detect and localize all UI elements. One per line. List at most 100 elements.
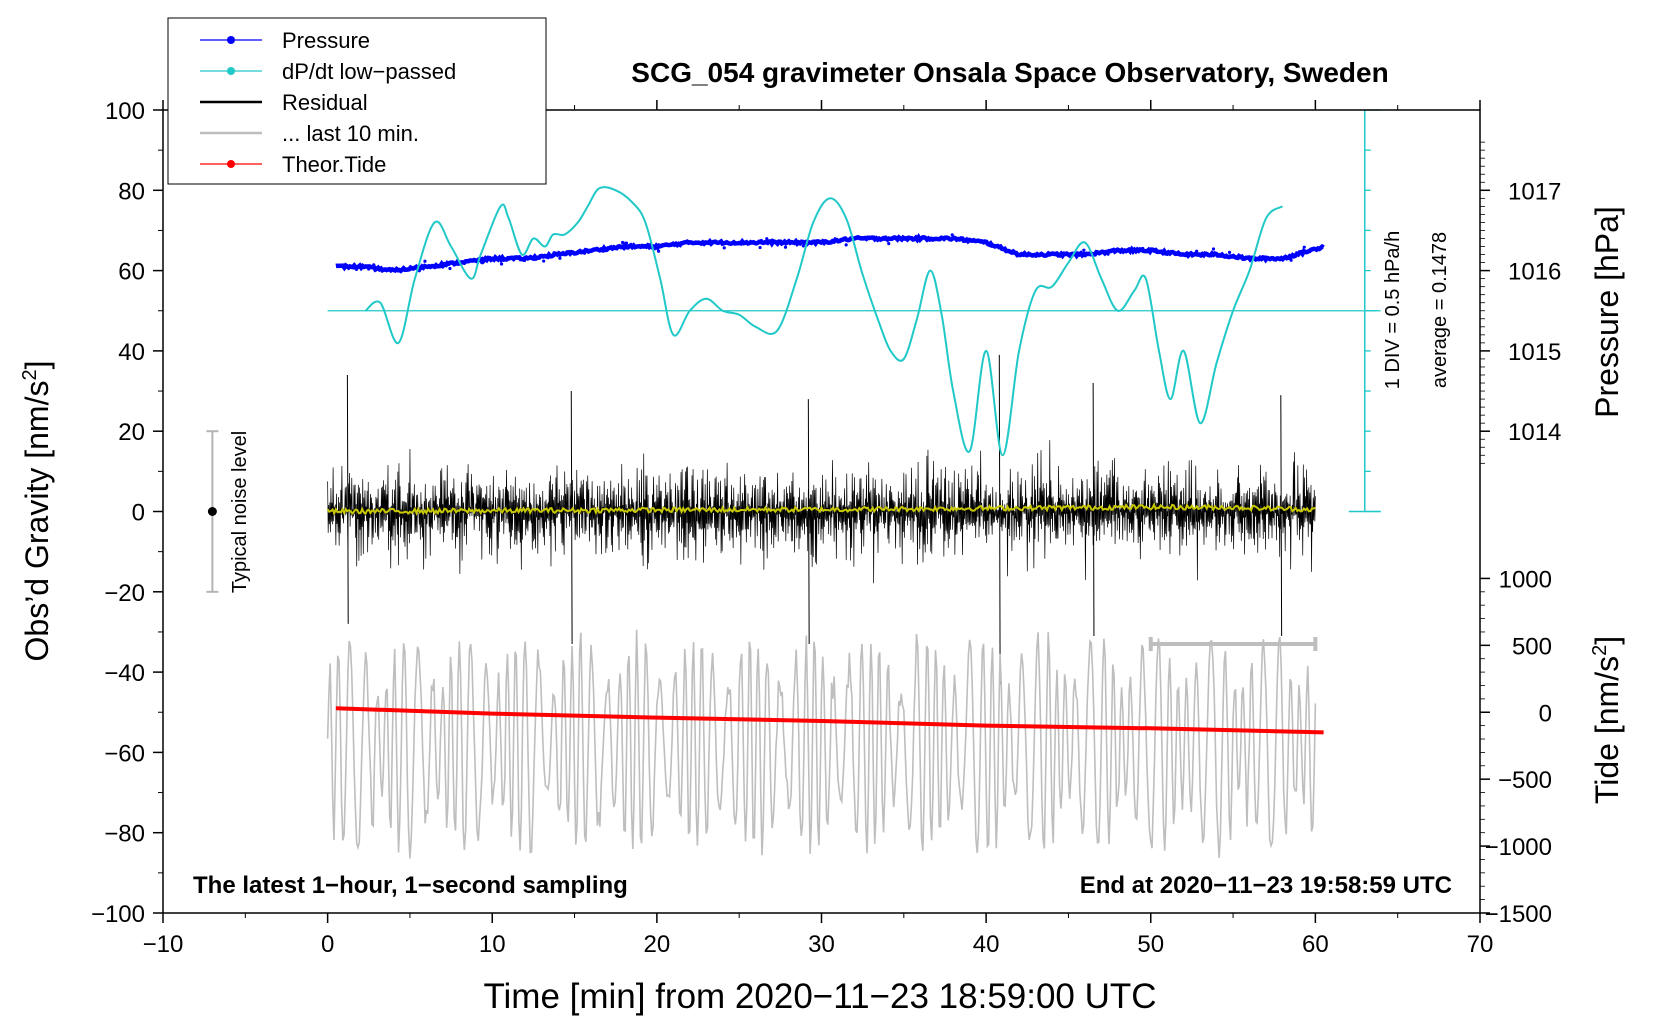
pressure-point — [722, 246, 726, 250]
pressure-point — [884, 235, 888, 239]
y-tick-label: 40 — [118, 339, 145, 366]
pressure-tick-label: 1016 — [1508, 259, 1561, 286]
residual-peak — [1280, 395, 1283, 636]
pressure-point — [480, 261, 485, 265]
pressure-point — [795, 240, 799, 245]
legend-label: Pressure — [282, 28, 370, 53]
pressure-point — [887, 242, 891, 246]
pressure-point — [1106, 252, 1110, 256]
pressure-point — [950, 233, 954, 237]
y-tick-label: 60 — [118, 259, 145, 286]
tide-tick-label: 0 — [1539, 700, 1552, 727]
tide-axis-label-main: Tide [nm/s — [1589, 656, 1625, 804]
pressure-point — [995, 244, 999, 248]
pressure-point — [417, 269, 421, 273]
x-tick-label: 30 — [808, 931, 835, 958]
pressure-point — [372, 263, 376, 267]
dpdt-scale-bar — [1348, 109, 1381, 513]
legend-item: Theor.Tide — [200, 152, 386, 177]
y-tick-label: 20 — [118, 419, 145, 446]
legend-item: dP/dt low−passed — [200, 59, 456, 84]
tide-tick-label: −1000 — [1485, 834, 1552, 861]
legend-label: Theor.Tide — [282, 152, 386, 177]
legend-label: ... last 10 min. — [282, 121, 419, 146]
legend-label: Residual — [282, 90, 368, 115]
pressure-point — [552, 251, 556, 255]
y-tick-label: −40 — [104, 660, 145, 687]
chart-title: SCG_054 gravimeter Onsala Space Observat… — [631, 57, 1388, 88]
pressure-point — [1148, 248, 1152, 252]
bottom-left-annotation: The latest 1−hour, 1−second sampling — [193, 872, 628, 899]
pressure-point — [423, 259, 427, 263]
last10-series-line — [326, 629, 1317, 859]
smoothed-series-line — [326, 502, 1316, 517]
y-tick-label: −60 — [104, 740, 145, 767]
pressure-point — [913, 237, 917, 241]
x-tick-label: 10 — [479, 931, 506, 958]
pressure-axis-label: Pressure [hPa] — [1589, 206, 1625, 418]
legend-swatch-dot — [227, 160, 235, 168]
tide-axis-label-sup: 2 — [1589, 645, 1611, 656]
y-tick-label: −20 — [104, 580, 145, 607]
y-tick-label: −100 — [91, 901, 145, 928]
y-axis-label-main: Obs’d Gravity [nm/s — [19, 381, 55, 662]
pressure-point — [499, 262, 504, 266]
y-tick-label: 80 — [118, 178, 145, 205]
pressure-point — [844, 243, 848, 247]
tide-axis-label: Tide [nm/s2] — [1589, 636, 1625, 804]
pressure-point — [1302, 245, 1306, 249]
pressure-point — [362, 264, 366, 268]
pressure-point — [1112, 247, 1116, 251]
pressure-point — [801, 244, 805, 248]
pressure-point — [1082, 248, 1086, 252]
pressure-point — [1141, 246, 1145, 251]
y-tick-label: 100 — [105, 98, 145, 125]
tide-axis-label-close: ] — [1589, 636, 1625, 645]
legend-swatch-dot — [227, 67, 235, 75]
residual-peak — [807, 399, 810, 644]
legend-item: ... last 10 min. — [200, 121, 419, 146]
x-tick-label: 0 — [321, 931, 334, 958]
plot-area — [206, 186, 1325, 859]
pressure-point — [523, 258, 527, 262]
pressure-point — [542, 259, 546, 263]
pressure-point — [765, 237, 769, 241]
dpdt-series-line — [364, 186, 1284, 457]
x-tick-label: 20 — [644, 931, 671, 958]
legend-item: Pressure — [200, 28, 370, 53]
tide-tick-label: 500 — [1512, 633, 1552, 660]
y-axis-label: Obs’d Gravity [nm/s2] — [19, 361, 55, 662]
pressure-point — [1289, 258, 1293, 262]
pressure-point — [444, 263, 448, 268]
residual-peak — [570, 391, 573, 644]
pressure-point — [770, 238, 774, 242]
y-axis-label-close: ] — [19, 361, 55, 370]
y-tick-label: −80 — [104, 821, 145, 848]
pressure-point — [448, 266, 452, 271]
noise-level-label: Typical noise level — [229, 431, 251, 593]
pressure-point — [758, 245, 762, 250]
pressure-point — [558, 256, 562, 260]
pressure-tick-label: 1014 — [1508, 419, 1561, 446]
dpdt-average-label: average = 0.1478 — [1429, 232, 1451, 388]
pressure-point — [657, 249, 661, 253]
legend-label: dP/dt low−passed — [282, 59, 456, 84]
tide-tick-label: −500 — [1498, 767, 1552, 794]
residual-series-line — [327, 440, 1316, 584]
pressure-point — [1030, 254, 1034, 258]
pressure-point — [1211, 247, 1216, 251]
pressure-point — [1055, 251, 1059, 255]
x-tick-label: −10 — [143, 931, 184, 958]
y-tick-label: 0 — [132, 500, 145, 527]
tide-tick-label: 1000 — [1499, 566, 1552, 593]
x-tick-label: 60 — [1302, 931, 1329, 958]
pressure-point — [1227, 250, 1232, 254]
pressure-point — [1195, 249, 1199, 253]
pressure-point — [759, 238, 763, 243]
pressure-series-line — [335, 232, 1325, 274]
bottom-right-annotation: End at 2020−11−23 19:58:59 UTC — [1080, 872, 1452, 899]
residual-peak — [346, 374, 349, 624]
legend-item: Residual — [200, 90, 368, 115]
pressure-point — [620, 240, 625, 245]
x-tick-label: 50 — [1137, 931, 1164, 958]
